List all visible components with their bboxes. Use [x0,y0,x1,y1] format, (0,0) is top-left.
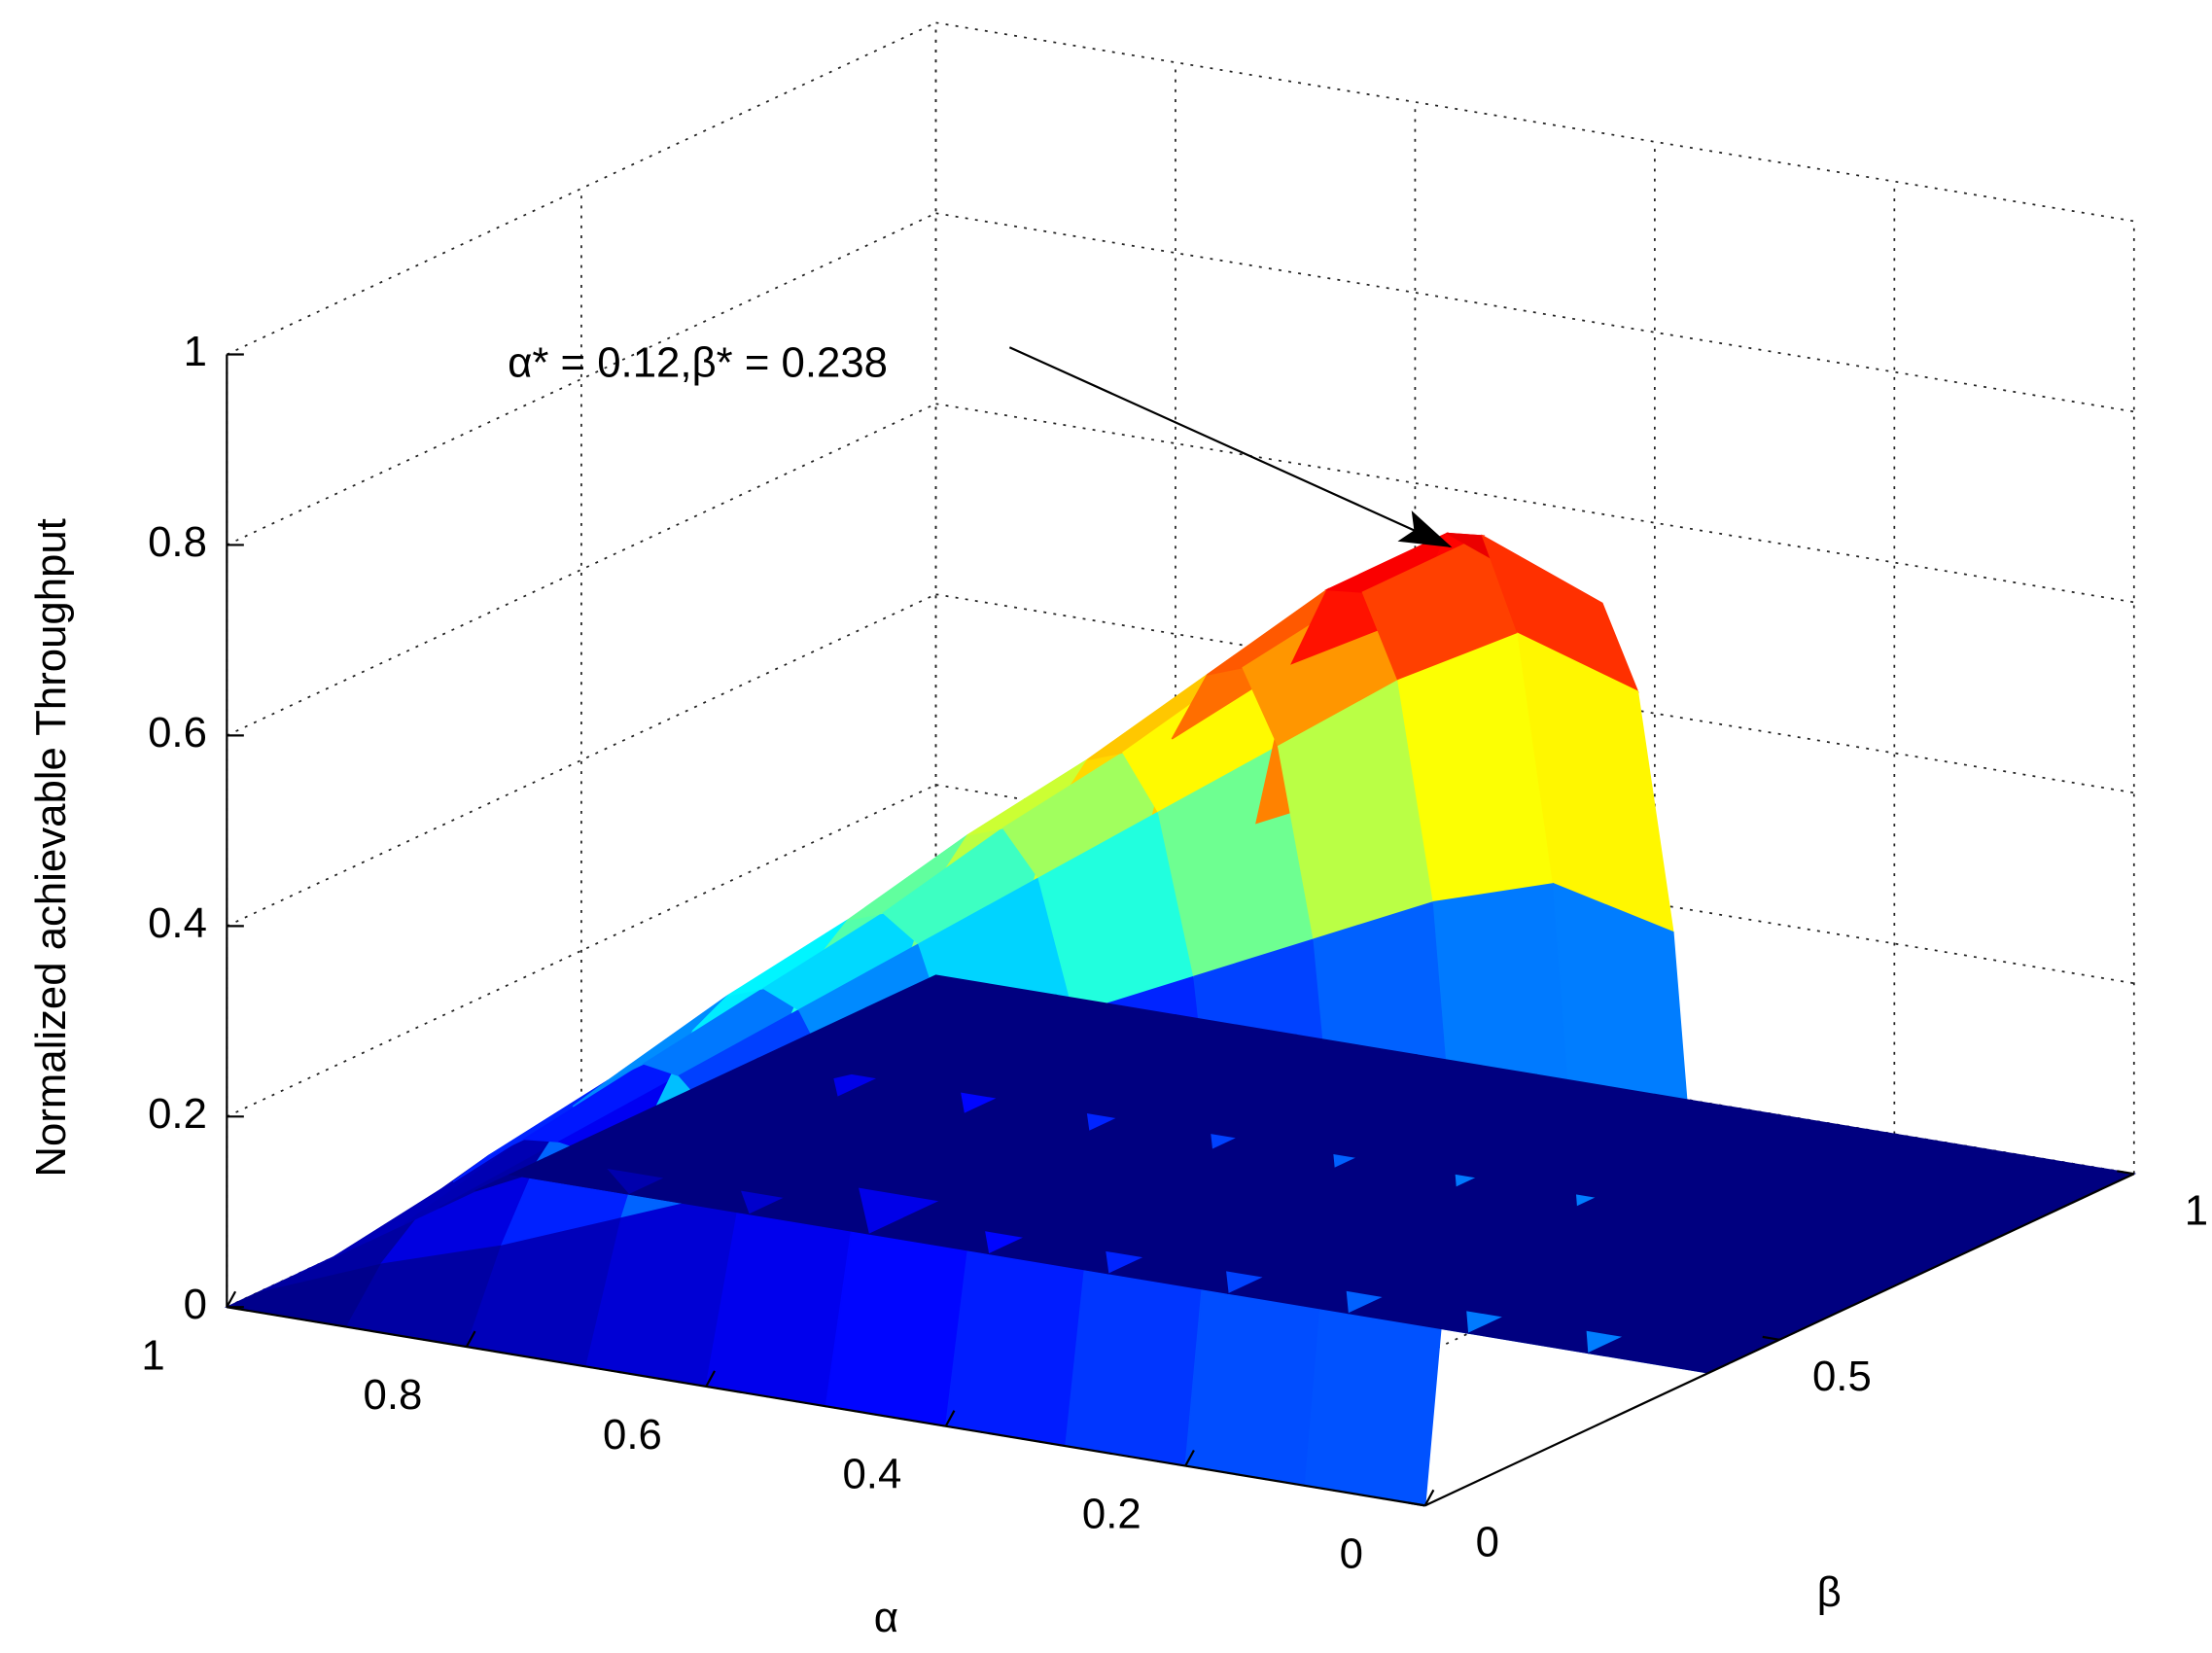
grid-line [935,21,2134,223]
z-tick-label: 0.8 [148,518,207,566]
grid-line [935,212,2134,413]
y-tick-label: 0.5 [1812,1353,1872,1400]
y-tick [1762,1335,1780,1341]
x-tick-label: 1 [141,1331,164,1379]
annotation-arrowhead [1397,510,1453,548]
grid-line [226,403,936,737]
x-tick [944,1410,956,1427]
x-tick [465,1330,476,1348]
z-tick-label: 1 [184,328,207,375]
grid-line [226,21,936,356]
x-tick [1423,1489,1435,1506]
x-tick-label: 0.6 [603,1411,662,1459]
x-tick [1184,1449,1195,1467]
annotation-arrow [1008,346,1451,548]
y-axis [1424,1173,2135,1507]
z-axis-label: Normalized achievable Throughput [27,518,75,1177]
x-tick-label: 0 [1340,1530,1363,1577]
z-tick-label: 0 [184,1281,207,1328]
z-tick-label: 0.2 [148,1090,207,1138]
x-tick-label: 0.2 [1082,1491,1141,1538]
z-tick-label: 0.4 [148,899,207,947]
y-axis-label: β [1817,1568,1842,1616]
y-tick [1407,1501,1425,1507]
y-tick-label: 1 [2185,1187,2208,1235]
x-tick-label: 0.4 [842,1451,901,1498]
x-tick [226,1290,237,1308]
grid-line [226,784,936,1118]
surface [224,532,2137,1507]
z-tick-label: 0.6 [148,709,207,756]
x-axis [227,1306,1425,1507]
grid-line [935,403,2134,604]
grid-line [226,212,936,546]
y-tick [2117,1170,2134,1176]
x-axis-label: α [874,1594,898,1641]
annotation: α* = 0.12,β* = 0.238 [508,339,888,387]
x-tick-label: 0.8 [364,1371,423,1419]
grid-line [226,593,936,928]
x-tick [705,1370,716,1388]
y-tick-label: 0 [1476,1519,1499,1566]
